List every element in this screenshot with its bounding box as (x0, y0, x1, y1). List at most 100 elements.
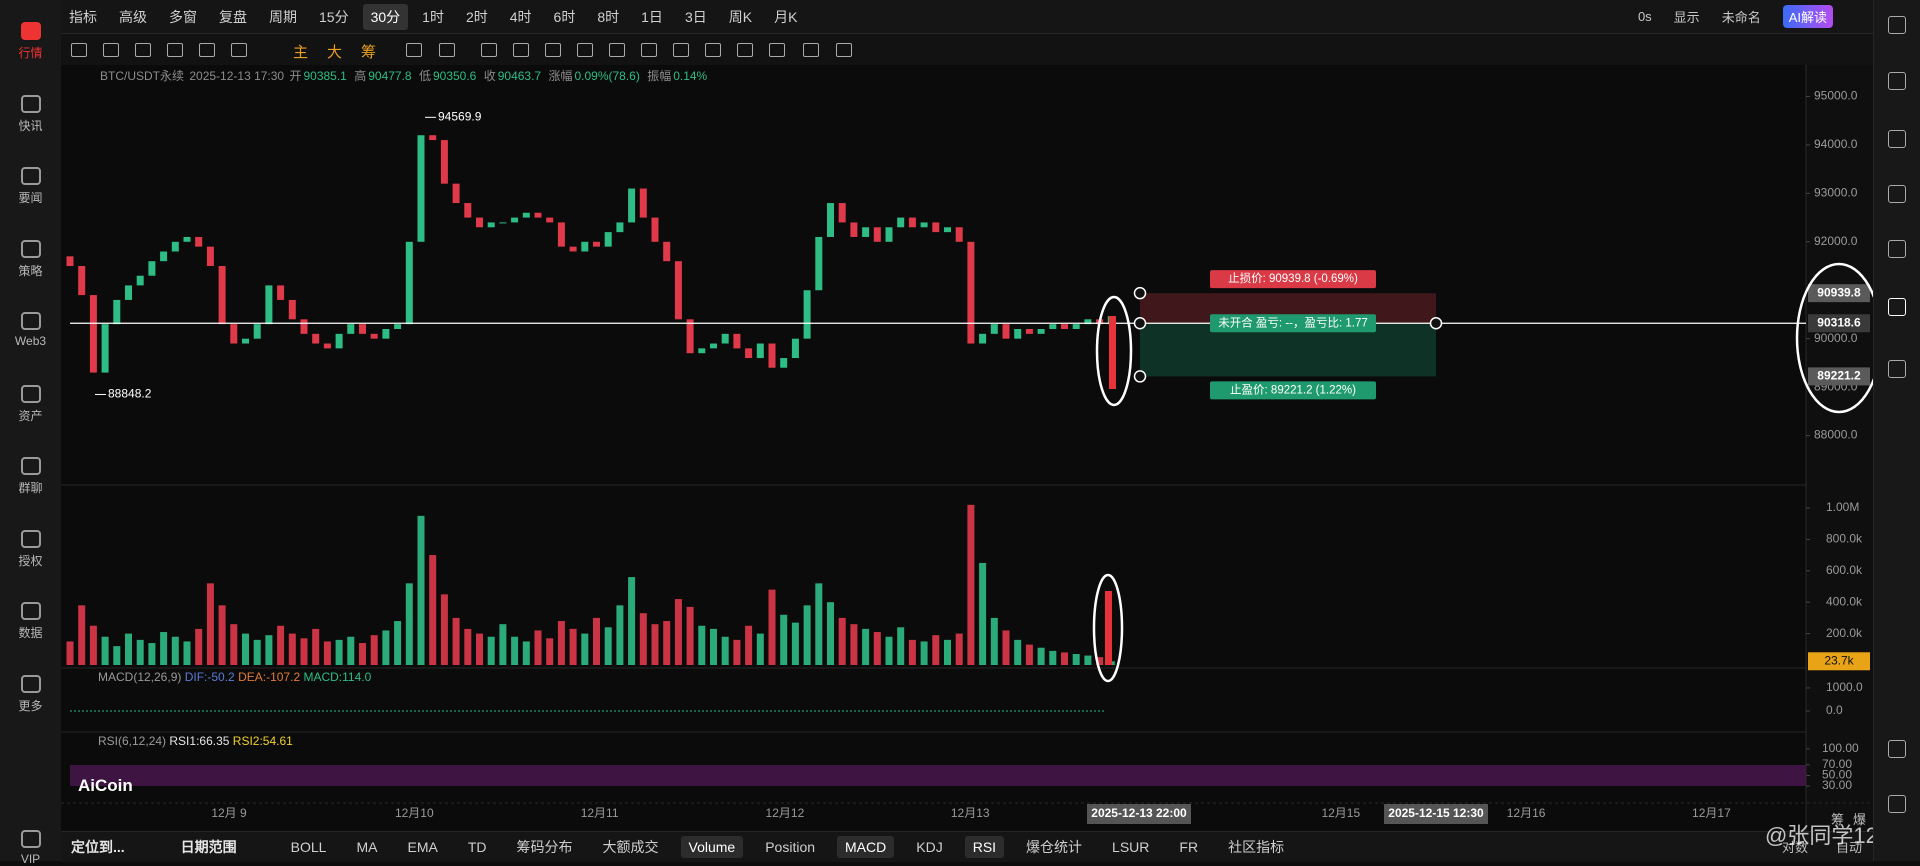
tool-icon[interactable] (513, 43, 529, 57)
sidebar-item[interactable]: 授权 (0, 529, 61, 569)
toolbar-right-item[interactable]: AI解读 (1782, 5, 1833, 28)
tool-icon[interactable] (406, 43, 422, 57)
toolbar-item[interactable]: 30分 (362, 3, 409, 30)
volume-bar (780, 614, 788, 665)
bottom-left-item[interactable]: 定位到... (71, 839, 125, 855)
right-icon[interactable] (1888, 740, 1906, 758)
tool-icon[interactable] (769, 43, 785, 57)
sidebar-label: 行情 (18, 46, 43, 60)
tool-icon[interactable] (609, 43, 625, 57)
indicator-tab[interactable]: MA (356, 839, 378, 855)
right-icon[interactable] (1888, 72, 1906, 90)
sidebar-item[interactable]: 行情 (0, 22, 61, 61)
toolbar-item[interactable]: 2时 (465, 8, 488, 25)
indicator-tab[interactable]: FR (1179, 839, 1199, 855)
toolbar-item[interactable]: 多窗 (169, 8, 197, 25)
tool-icon[interactable] (71, 43, 87, 57)
indicator-tab[interactable]: TD (467, 839, 487, 855)
corner-option[interactable]: 筹 (1831, 812, 1845, 827)
corner-option[interactable]: 自动 (1836, 840, 1863, 855)
toolbar-item[interactable]: 1时 (422, 8, 444, 25)
indicator-tab[interactable]: EMA (407, 839, 438, 855)
sidebar-item[interactable]: 资产 (0, 384, 61, 424)
corner-option[interactable]: 对数 (1782, 840, 1809, 855)
volume-bar (721, 636, 729, 665)
tool-icon[interactable] (705, 43, 721, 57)
toolbar-item[interactable]: 6时 (553, 8, 576, 25)
tool-large[interactable]: 大 (327, 44, 343, 61)
sidebar-item[interactable]: Web3 (0, 312, 61, 348)
right-icon[interactable] (1888, 16, 1906, 34)
volume-bar (803, 605, 811, 665)
rsi-title: RSI(6,12,24) (98, 734, 167, 748)
tool-icon[interactable] (641, 43, 657, 57)
indicator-tab[interactable]: 社区指标 (1228, 839, 1285, 855)
indicator-tab[interactable]: Volume (680, 836, 744, 858)
toolbar-item[interactable]: 15分 (319, 8, 349, 25)
sidebar-item[interactable]: 群聊 (0, 457, 61, 496)
toolbar-item[interactable]: 周K (728, 8, 753, 25)
toolbar-right-item[interactable]: 未命名 (1721, 10, 1761, 25)
toolbar-item[interactable]: 8时 (597, 8, 620, 25)
volume-bar (815, 583, 823, 665)
sidebar-item[interactable]: 快讯 (0, 94, 61, 134)
tool-icon[interactable] (135, 43, 151, 57)
indicator-tab[interactable]: MACD (837, 836, 895, 858)
volume-bar (862, 628, 870, 665)
macd-title: MACD(12,26,9) (98, 670, 182, 684)
indicator-tab[interactable]: 爆仓统计 (1026, 839, 1083, 855)
right-icon[interactable] (1888, 298, 1906, 316)
sidebar-item[interactable]: 策略 (0, 239, 61, 279)
volume-bar (183, 641, 191, 665)
tool-icon[interactable] (439, 43, 455, 57)
toolbar-item[interactable]: 周期 (269, 8, 297, 25)
toolbar-item[interactable]: 复盘 (219, 8, 247, 25)
tool-icon[interactable] (737, 43, 753, 57)
indicator-tab[interactable]: KDJ (916, 839, 943, 855)
toolbar-item[interactable]: 3日 (684, 8, 707, 25)
sidebar-item[interactable]: 要闻 (0, 167, 61, 206)
sidebar-label: 更多 (18, 698, 43, 713)
position-handle (1133, 286, 1147, 300)
tool-icon[interactable] (103, 43, 119, 57)
toolbar-right-item[interactable]: 显示 (1673, 10, 1700, 25)
indicator-tab[interactable]: RSI (964, 836, 1005, 858)
indicator-tab[interactable]: BOLL (290, 839, 327, 855)
position-label-box (1210, 381, 1376, 400)
toolbar-item[interactable]: 高级 (119, 8, 147, 25)
toolbar-item[interactable]: 月K (774, 8, 798, 25)
bottom-left-item[interactable]: 日期范围 (180, 839, 237, 855)
indicator-tab[interactable]: 大额成交 (602, 839, 659, 855)
indicator-tab[interactable]: LSUR (1112, 839, 1150, 855)
indicator-tab[interactable]: Position (765, 839, 816, 855)
candle (710, 343, 717, 349)
position-label: 止盈价: 89221.2 (1.22%) (1230, 383, 1356, 396)
tool-icon[interactable] (231, 43, 247, 57)
corner-option[interactable]: 爆 (1853, 812, 1867, 827)
candle (195, 236, 203, 247)
position-handle (1133, 316, 1147, 330)
toolbar-item[interactable]: 4时 (509, 8, 532, 25)
tool-icon[interactable] (481, 43, 497, 57)
toolbar-right-item[interactable]: 0s (1637, 9, 1652, 24)
right-icon[interactable] (1888, 795, 1906, 813)
tool-icon[interactable] (577, 43, 593, 57)
right-icon[interactable] (1888, 360, 1906, 378)
tool-icon[interactable] (199, 43, 215, 57)
tool-icon[interactable] (545, 43, 561, 57)
tool-icon[interactable] (803, 43, 819, 57)
x-tick-label: 12月15 (1321, 806, 1360, 820)
tool-icon[interactable] (836, 43, 852, 57)
tool-main[interactable]: 主 (293, 44, 309, 61)
tool-icon[interactable] (673, 43, 689, 57)
right-icon[interactable] (1888, 240, 1906, 258)
sidebar-item[interactable]: 数据 (0, 602, 61, 641)
tool-icon[interactable] (167, 43, 183, 57)
toolbar-item[interactable]: 指标 (69, 8, 97, 25)
right-icon[interactable] (1888, 130, 1906, 148)
sidebar-item[interactable]: 更多 (0, 674, 61, 714)
toolbar-item[interactable]: 1日 (641, 8, 663, 25)
right-icon[interactable] (1888, 185, 1906, 203)
indicator-tab[interactable]: 筹码分布 (516, 839, 573, 855)
tool-chips[interactable]: 筹 (361, 44, 377, 61)
